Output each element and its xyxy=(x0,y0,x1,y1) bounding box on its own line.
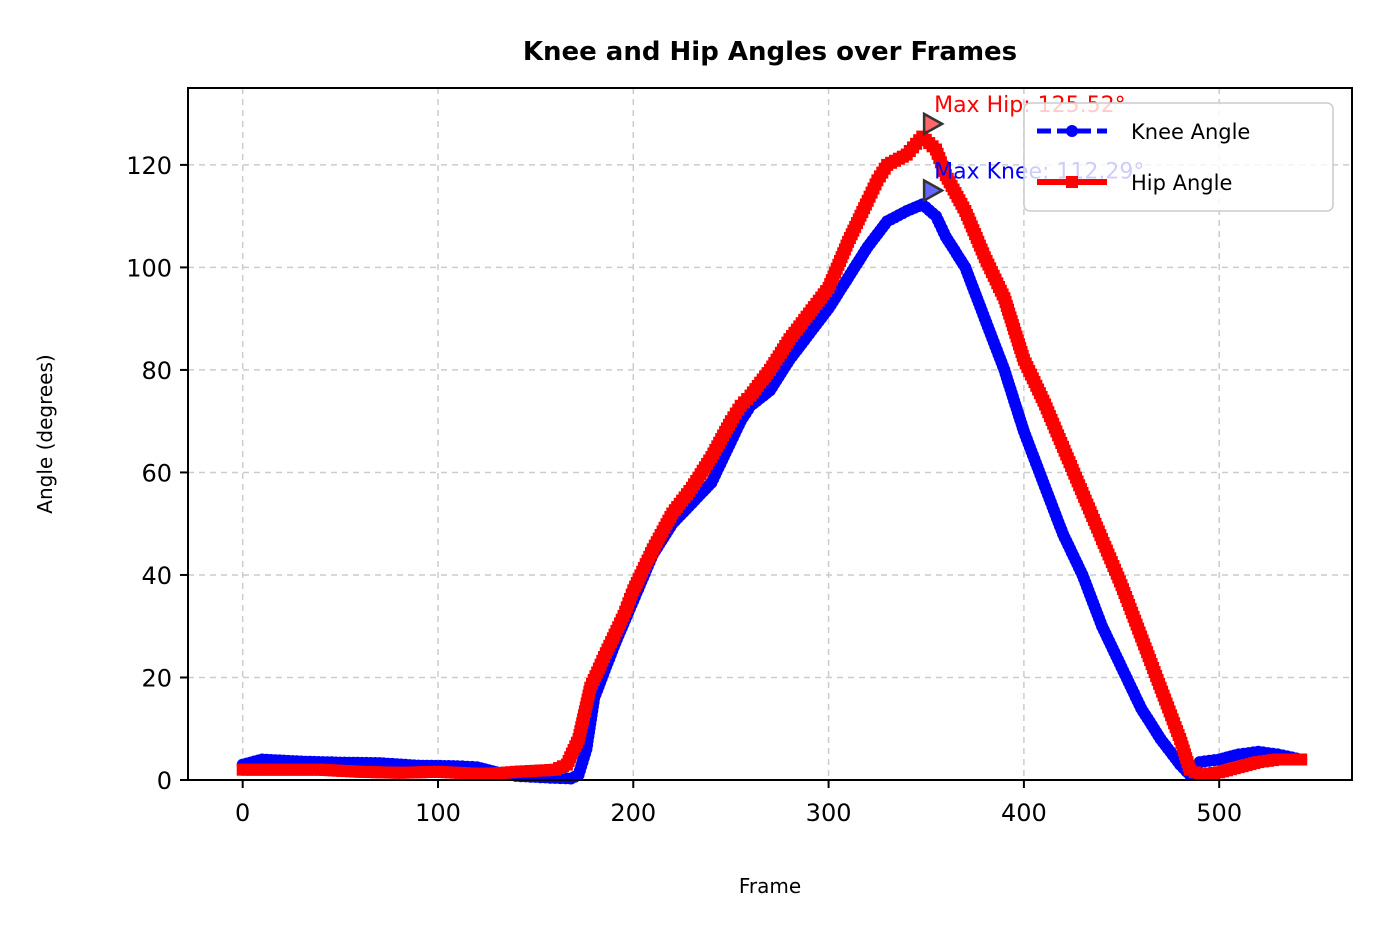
x-tick-label: 200 xyxy=(610,799,656,827)
x-tick-label: 400 xyxy=(1001,799,1047,827)
legend-knee-marker xyxy=(1066,125,1078,137)
y-tick-label: 0 xyxy=(157,767,172,795)
annotation-arrow-marker xyxy=(922,111,945,137)
x-axis-label: Frame xyxy=(739,874,801,898)
y-tick-label: 40 xyxy=(141,562,172,590)
series-layer xyxy=(236,130,1308,785)
chart-title: Knee and Hip Angles over Frames xyxy=(523,37,1017,67)
legend-knee-label: Knee Angle xyxy=(1131,120,1250,144)
x-tick-label: 500 xyxy=(1196,799,1242,827)
legend-hip-marker xyxy=(1066,176,1078,188)
x-tick-label: 100 xyxy=(415,799,461,827)
y-tick-label: 120 xyxy=(126,152,172,180)
axis-ticks: 0 100 200 300 400 500 0 20 40 60 80 100 120 xyxy=(126,152,1242,827)
y-tick-label: 20 xyxy=(141,664,172,692)
hip-angle-point xyxy=(1295,753,1308,766)
x-tick-label: 0 xyxy=(235,799,250,827)
y-tick-label: 100 xyxy=(126,254,172,282)
y-tick-label: 60 xyxy=(141,459,172,487)
y-tick-label: 80 xyxy=(141,357,172,385)
series-hip-angle xyxy=(236,130,1308,781)
legend-hip-label: Hip Angle xyxy=(1131,171,1232,195)
plot-area-frame xyxy=(187,87,1353,781)
y-axis-label: Angle (degrees) xyxy=(33,354,57,513)
x-tick-label: 300 xyxy=(806,799,852,827)
legend: Knee Angle Hip Angle xyxy=(1023,102,1334,212)
annotation-arrow-marker xyxy=(922,178,945,203)
